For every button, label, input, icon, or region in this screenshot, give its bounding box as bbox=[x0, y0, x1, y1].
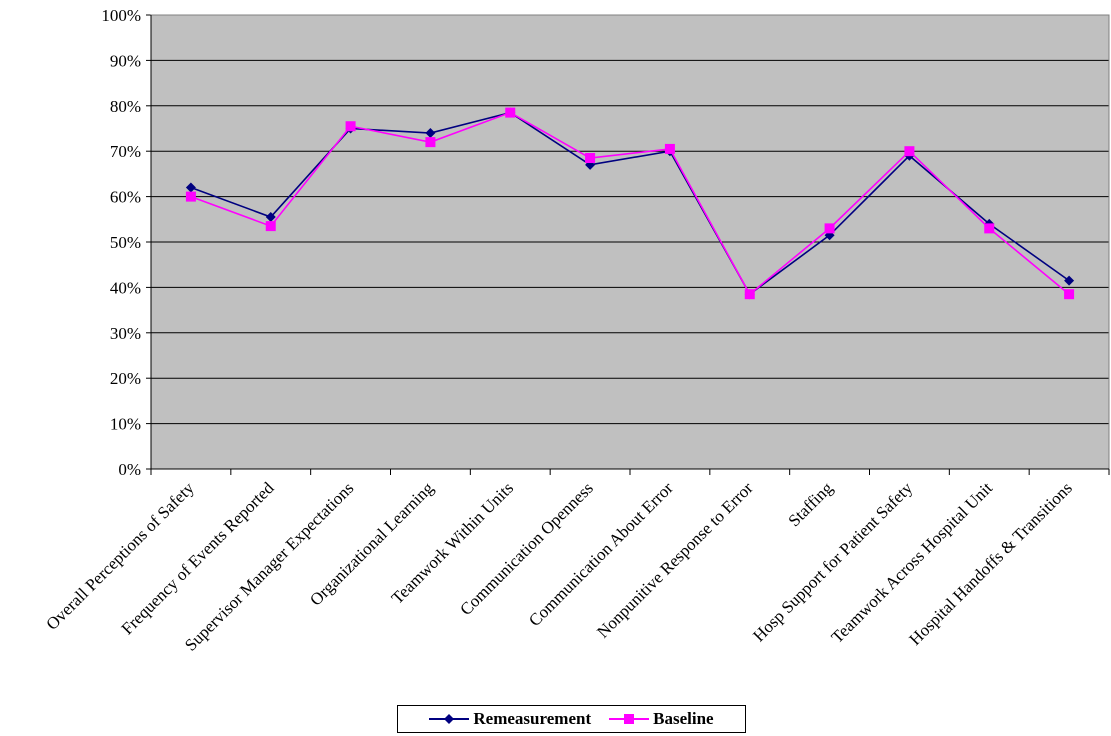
data-point-square bbox=[265, 221, 276, 232]
square-marker-icon bbox=[609, 714, 650, 724]
data-point-square bbox=[425, 137, 436, 148]
y-tick-label: 40% bbox=[110, 278, 141, 297]
y-tick-label: 20% bbox=[110, 369, 141, 388]
y-tick-label: 70% bbox=[110, 142, 141, 161]
data-point-square bbox=[585, 153, 596, 164]
x-tick-label: Hosp Support for Patient Safety bbox=[749, 478, 916, 645]
legend: Remeasurement Baseline bbox=[397, 705, 746, 733]
x-tick-label: Supervisor Manager Expectations bbox=[181, 478, 357, 654]
x-tick-label: Staffing bbox=[784, 478, 836, 530]
data-point-square bbox=[744, 289, 755, 300]
legend-item-baseline: Baseline bbox=[609, 709, 714, 729]
data-point-diamond bbox=[1064, 275, 1075, 286]
data-point-square bbox=[824, 223, 835, 234]
axes bbox=[146, 14, 1110, 475]
data-point-diamond bbox=[265, 212, 276, 223]
y-tick-label: 50% bbox=[110, 233, 141, 252]
y-tick-label: 100% bbox=[101, 6, 141, 25]
x-tick-label: Nonpunitive Response to Error bbox=[593, 478, 757, 642]
data-point-square bbox=[904, 146, 915, 157]
x-tick-label: Teamwork Across Hospital Unit bbox=[828, 478, 997, 647]
data-point-square bbox=[664, 143, 675, 154]
x-tick-label: Hospital Handoffs & Transitions bbox=[905, 478, 1076, 649]
y-tick-label: 10% bbox=[110, 415, 141, 434]
legend-label-remeasurement: Remeasurement bbox=[473, 709, 592, 728]
y-tick-label: 80% bbox=[110, 97, 141, 116]
y-tick-label: 30% bbox=[110, 324, 141, 343]
x-tick-label: Overall Perceptions of Safety bbox=[42, 478, 198, 634]
x-tick-label: Frequency of Events Reported bbox=[118, 478, 278, 638]
data-point-square bbox=[505, 107, 516, 118]
y-tick-label: 60% bbox=[110, 188, 141, 207]
legend-label-baseline: Baseline bbox=[653, 709, 714, 728]
data-point-square bbox=[1064, 289, 1075, 300]
series-baseline bbox=[185, 107, 1075, 300]
y-axis-tick-labels: 0% 10% 20% 30% 40% 50% 60% 70% 80% 90% 100% bbox=[101, 6, 141, 479]
y-tick-label: 90% bbox=[110, 51, 141, 70]
data-point-square bbox=[984, 223, 995, 234]
legend-item-remeasurement: Remeasurement bbox=[429, 709, 591, 729]
data-point-diamond bbox=[185, 182, 196, 193]
data-point-square bbox=[345, 121, 356, 132]
diamond-marker-icon bbox=[429, 714, 470, 724]
x-tick-label: Communication About Error bbox=[525, 478, 677, 630]
series bbox=[185, 107, 1075, 300]
data-point-diamond bbox=[425, 128, 436, 139]
x-tick-label: Communication Openness bbox=[456, 478, 597, 619]
series-line bbox=[190, 111, 1070, 296]
y-tick-label: 0% bbox=[118, 460, 141, 479]
data-point-square bbox=[185, 191, 196, 202]
